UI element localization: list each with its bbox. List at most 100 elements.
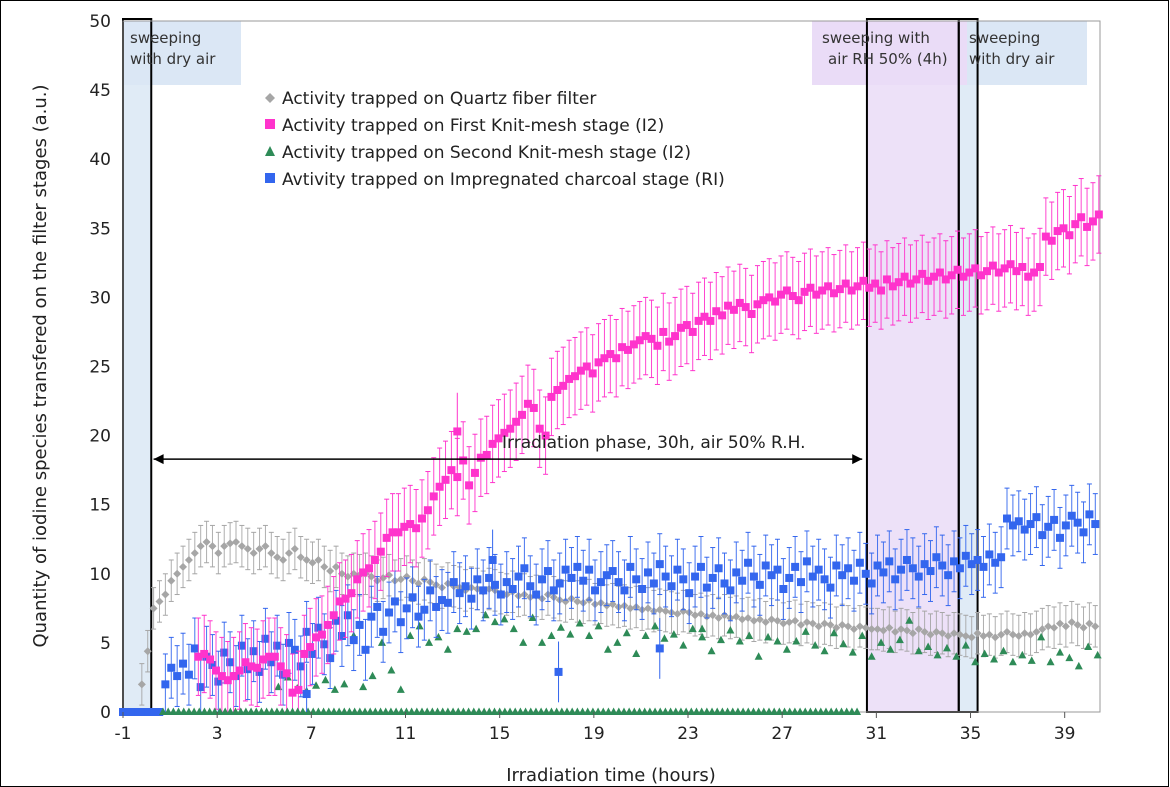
point-0-31 [320,562,329,571]
point-2-82 [1046,657,1055,666]
point-1-91 [729,305,738,314]
point-0-152 [1032,627,1041,636]
point-3-39 [390,597,399,606]
point-2-68 [914,646,923,655]
zero-point-1-1698 [542,707,551,715]
point-3-100 [749,572,758,581]
zero-point-1-114 [169,707,178,715]
x-axis-title: Irradiation time (hours) [506,765,716,786]
point-2-13 [396,685,405,693]
zero-point-1-1302 [449,707,458,715]
point-1-10 [253,663,262,672]
point-3-129 [920,560,929,569]
point-1-151 [1083,222,1092,231]
zero-point-1-972 [371,707,380,715]
point-1-101 [788,292,797,301]
zero-point-1-1060 [392,707,401,715]
point-1-141 [1024,272,1033,281]
point-2-80 [1027,656,1036,664]
point-2-11 [377,638,386,646]
point-3-127 [908,564,917,573]
point-2-44 [688,624,697,633]
point-2-53 [773,637,782,645]
point-3-150 [1044,522,1053,531]
point-0-140 [961,631,970,640]
point-1-4 [217,672,226,681]
zero-point-1-2160 [651,707,660,715]
point-2-24 [500,614,509,623]
legend-item-charcoal: Avtivity trapped on Impregnated charcoal… [265,170,725,190]
point-0-161 [1085,619,1094,628]
point-1-13 [270,652,279,661]
point-1-47 [470,468,479,477]
point-1-123 [918,269,927,278]
point-3-141 [991,558,1000,567]
point-1-134 [982,267,991,276]
point-3-95 [720,579,729,588]
zero-point-1-1082 [397,707,406,715]
point-3-125 [897,565,906,574]
point-1-56 [523,399,532,408]
point-3-132 [938,561,947,570]
point-0-91 [673,609,682,618]
zero-point-1-2072 [630,707,639,715]
zero-point-1-2358 [697,707,706,715]
point-3-44 [420,605,429,614]
point-0-83 [626,604,635,613]
point-3-94 [714,564,723,573]
point-3-18 [267,658,276,667]
zero-point-1-356 [226,707,235,715]
point-3-66 [549,586,558,595]
zero-point-1-1544 [506,707,515,715]
zero-point-1-1016 [381,707,390,715]
point-3-53 [473,575,482,584]
point-3-151 [1050,515,1059,524]
point-3-122 [879,568,888,577]
y-tick-label-40: 40 [89,150,111,170]
point-3-144 [1008,521,1017,530]
point-0-122 [855,622,864,631]
point-1-152 [1088,217,1097,226]
point-0-9 [190,549,199,558]
point-3-115 [838,571,847,580]
point-3-81 [638,585,647,594]
point-1-51 [494,434,503,443]
point-3-142 [997,553,1006,562]
point-1-98 [771,297,780,306]
point-0-115 [814,622,823,631]
point-3-140 [985,550,994,559]
point-1-34 [394,528,403,537]
point-3-11 [226,658,235,667]
point-1-129 [953,265,962,274]
zero-line-1 [159,707,862,715]
point-1-37 [412,524,421,533]
point-1-133 [977,271,986,280]
legend-item-quartz: Activity trapped on Quartz fiber filter [265,89,596,109]
zero-point-1-730 [314,707,323,715]
point-3-109 [802,557,811,566]
point-2-26 [519,638,528,646]
point-1-87 [706,316,715,325]
point-0-101 [732,612,741,621]
point-1-136 [994,268,1003,277]
y-tick-label-25: 25 [89,358,111,378]
point-3-26 [314,623,323,632]
point-0-135 [932,627,941,636]
phase-header-dry-start [123,21,241,85]
point-1-103 [800,287,809,296]
point-1-62 [559,381,568,390]
zero-point-1-1170 [417,707,426,715]
point-0-88 [655,605,664,614]
point-3-123 [885,557,894,566]
outlier-point-1 [554,667,563,676]
outlier-1 [554,641,563,703]
point-2-73 [961,641,970,649]
zero-point-1-378 [231,707,240,715]
zero-point-1-2182 [656,707,665,715]
outlier-4 [698,624,707,633]
point-1-97 [765,293,774,302]
data-layer [119,175,1103,716]
point-1-0 [194,652,203,661]
point-1-44 [453,473,462,482]
point-3-153 [1061,521,1070,530]
